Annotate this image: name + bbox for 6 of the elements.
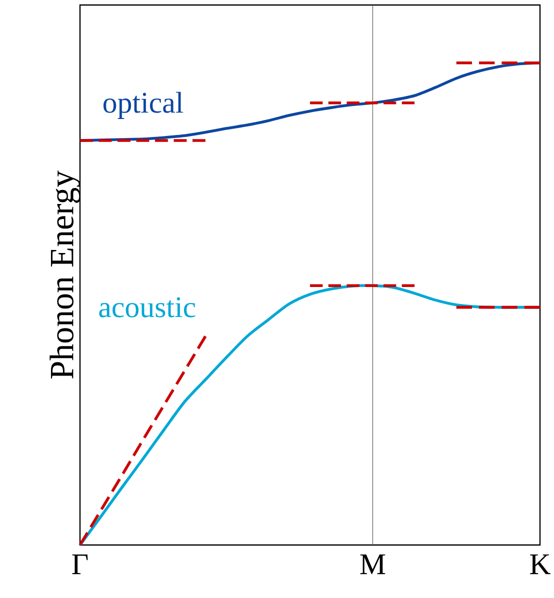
y-axis-title: Phonon Energy — [50, 170, 80, 379]
series-label: optical — [103, 92, 184, 119]
x-tick-label: Γ — [72, 554, 88, 574]
series-label: acoustic — [99, 297, 196, 318]
x-tick-label: K — [530, 554, 550, 574]
x-tick-label: M — [360, 554, 386, 574]
